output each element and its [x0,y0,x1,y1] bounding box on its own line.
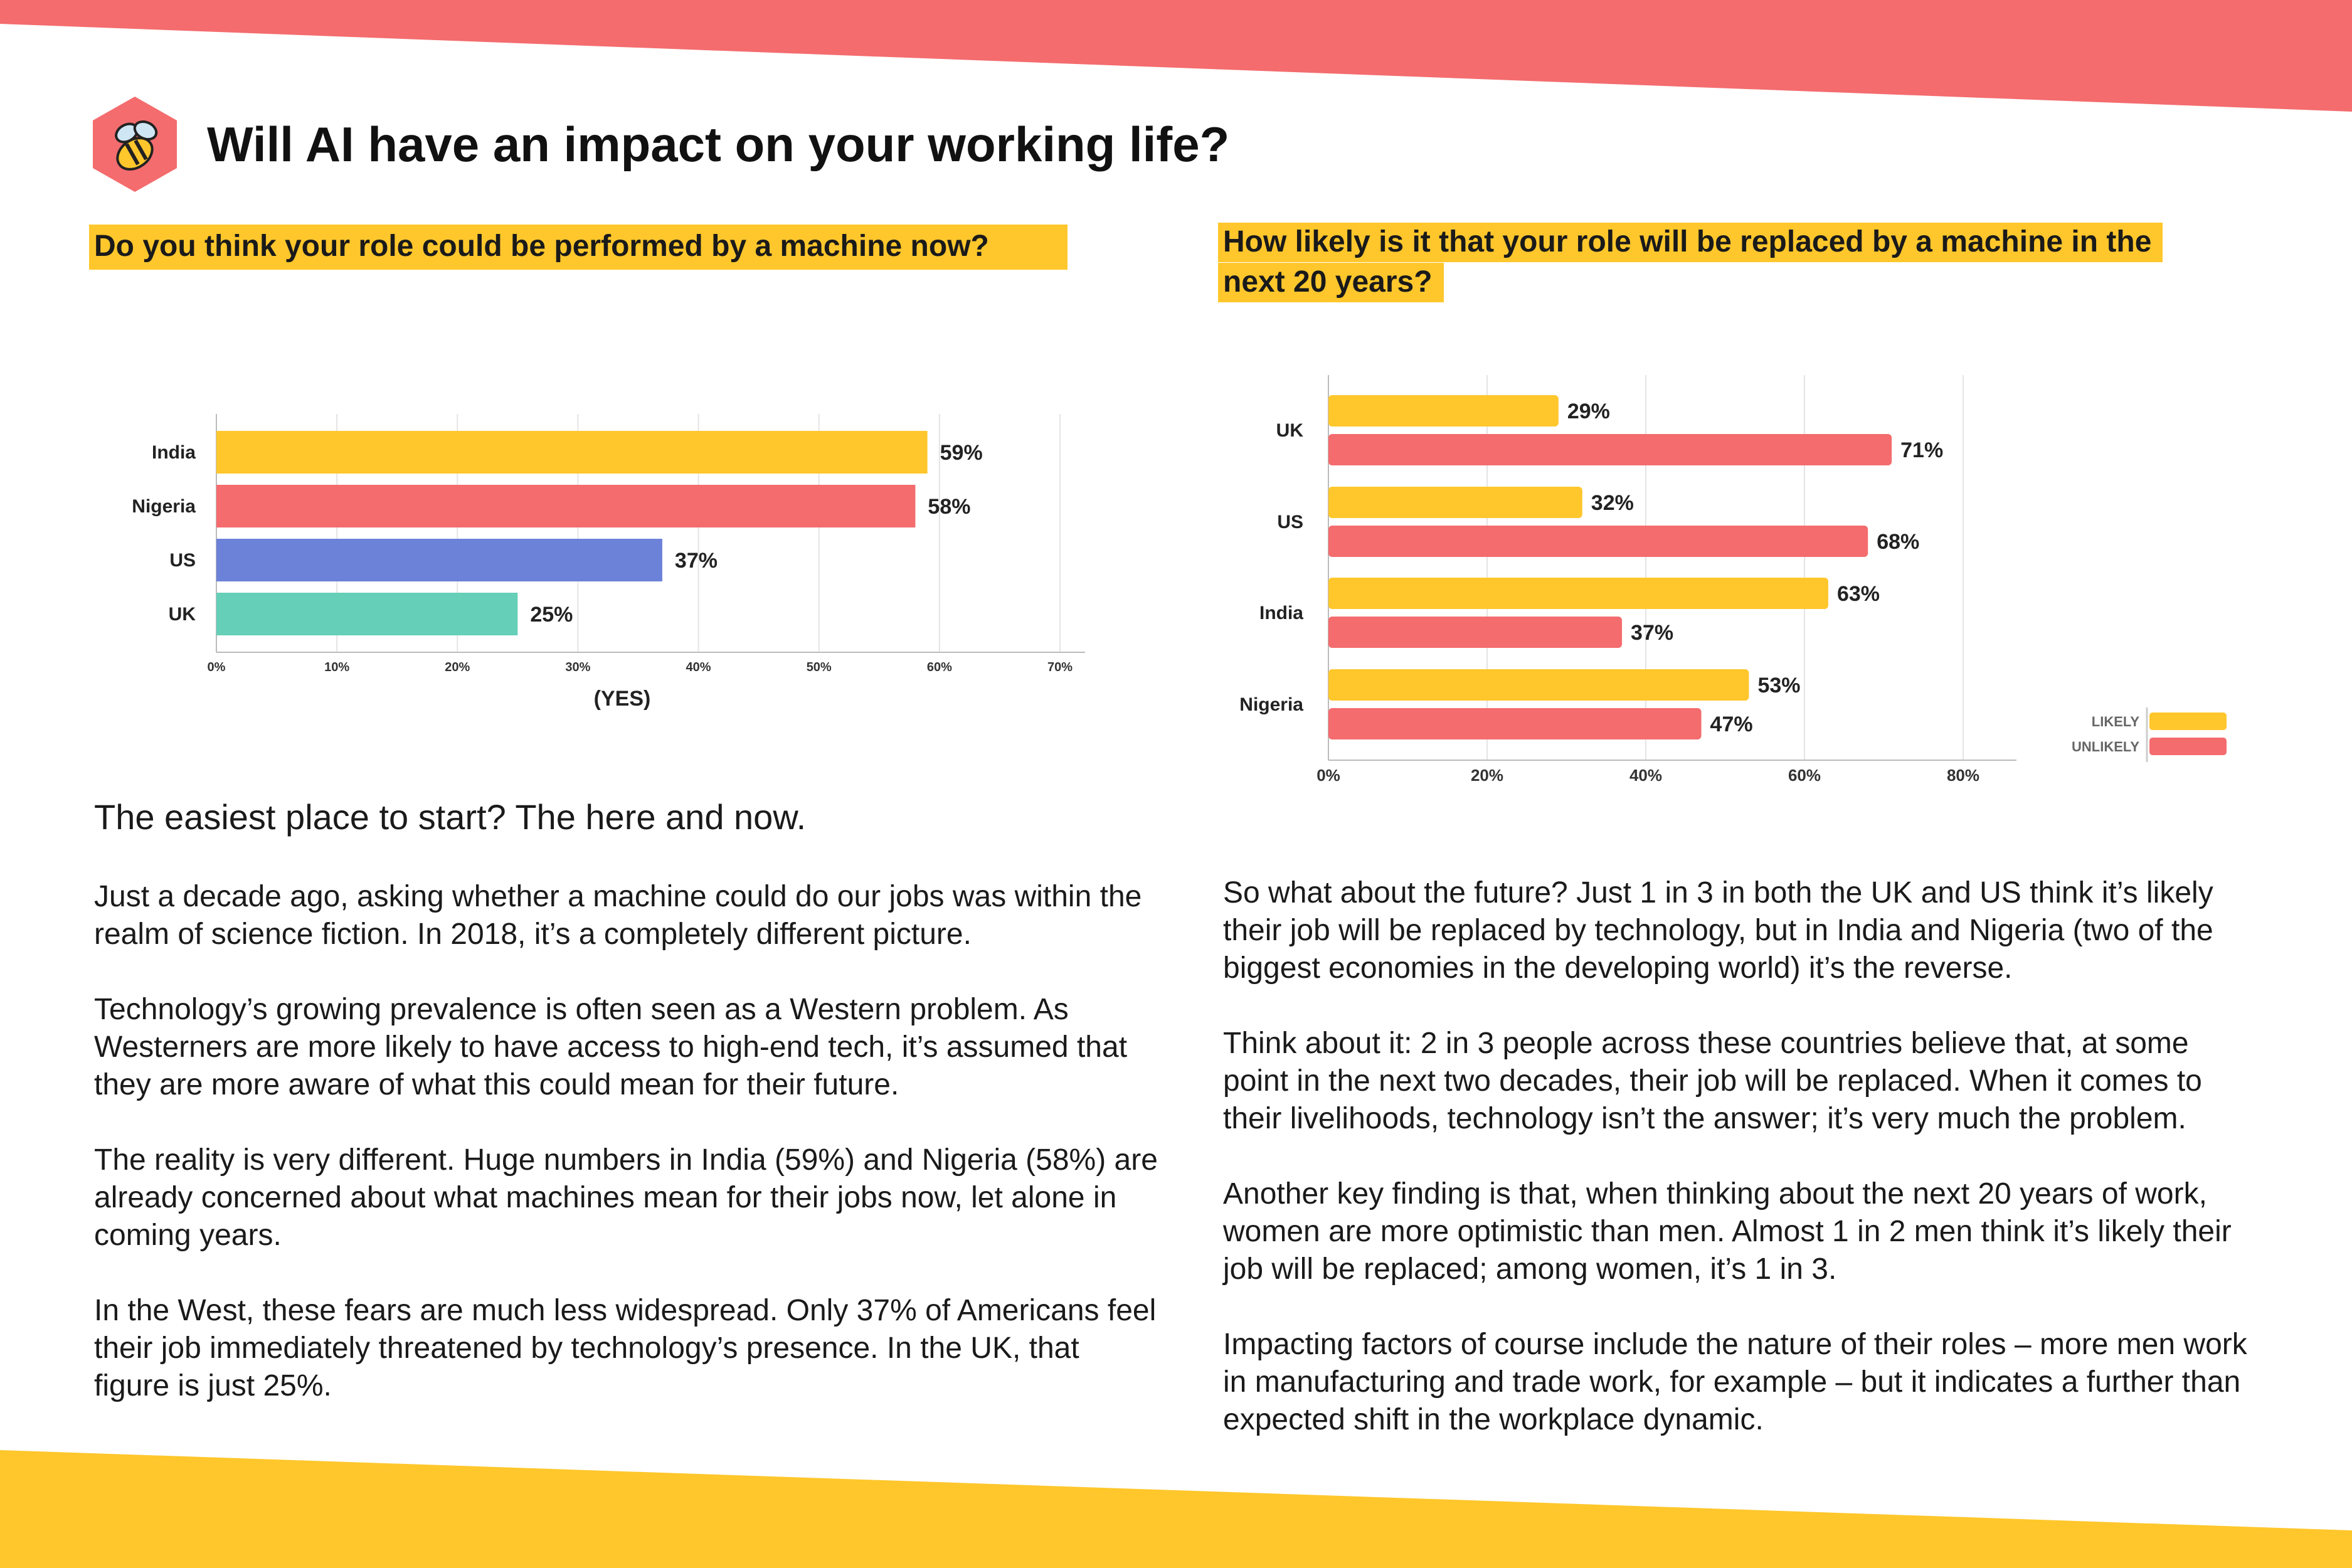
bar-likely [1328,395,1559,426]
x-tick-label: 40% [686,660,711,674]
right-paragraph: Think about it: 2 in 3 people across the… [1223,1027,2202,1135]
bar [216,539,662,581]
left-paragraph: Technology’s growing prevalence is often… [94,993,1128,1101]
left-question-label: Do you think your role could be performe… [89,225,1067,270]
value-label: 68% [1877,530,1919,554]
top-coral-band [0,0,2352,112]
bar-unlikely [1328,434,1892,465]
right-paragraph: Impacting factors of course include the … [1223,1328,2247,1436]
value-label: 37% [675,549,718,573]
x-tick-label: 70% [1047,660,1073,674]
category-label: UK [1276,420,1304,441]
bar-unlikely [1328,708,1702,739]
bottom-yellow-band [0,1450,2352,1568]
left-subheading: The easiest place to start? The here and… [94,797,807,837]
category-label: UK [169,604,196,625]
page-header: Will AI have an impact on your working l… [88,94,1229,194]
bar-unlikely [1328,526,1868,557]
x-tick-label: 40% [1629,766,1662,785]
x-axis-title: (YES) [594,687,651,711]
category-label: India [152,442,196,463]
bee-icon [93,97,177,192]
x-tick-label: 50% [807,660,832,674]
value-label: 53% [1757,674,1800,697]
right-paragraph: So what about the future? Just 1 in 3 in… [1223,876,2213,985]
bar [216,485,916,527]
page-title: Will AI have an impact on your working l… [207,116,1230,172]
value-label: 32% [1591,491,1634,515]
left-body: Just a decade ago, asking whether a mach… [94,878,1160,1443]
category-label: US [1277,512,1303,532]
bar-likely [1328,487,1582,518]
value-label: 29% [1567,400,1610,423]
category-label: India [1259,603,1303,623]
bar-likely [1328,578,1828,609]
category-label: Nigeria [1239,694,1303,715]
right-body: So what about the future? Just 1 in 3 in… [1223,874,2258,1476]
value-label: 37% [1631,621,1673,645]
x-tick-label: 0% [1316,766,1340,785]
x-tick-label: 60% [927,660,952,674]
x-tick-label: 20% [445,660,470,674]
legend-label: LIKELY [2092,714,2140,729]
value-label: 63% [1837,582,1880,606]
category-label: US [169,550,196,571]
x-tick-label: 60% [1788,766,1821,785]
value-label: 25% [530,603,573,627]
legend-label: UNLIKELY [2072,739,2139,755]
value-label: 58% [928,495,970,519]
legend-swatch [2149,738,2227,755]
x-tick-label: 0% [208,660,226,674]
left-paragraph: The reality is very different. Huge numb… [94,1143,1158,1252]
x-tick-label: 10% [324,660,349,674]
left-paragraph: In the West, these fears are much less w… [94,1294,1157,1402]
left-question-text: Do you think your role could be performe… [94,230,989,263]
x-tick-label: 20% [1471,766,1503,785]
value-label: 59% [940,441,983,465]
bar-unlikely [1328,617,1623,648]
bar [216,593,518,635]
left-paragraph: Just a decade ago, asking whether a mach… [94,880,1142,951]
bar [216,431,928,474]
x-tick-label: 80% [1947,766,1979,785]
value-label: 47% [1710,712,1753,736]
legend-swatch [2149,712,2227,730]
value-label: 71% [1900,438,1943,462]
right-paragraph: Another key finding is that, when thinki… [1223,1177,2232,1286]
category-label: Nigeria [132,496,196,517]
right-question-label: How likely is it that your role will be … [1218,222,2222,302]
bar-likely [1328,669,1749,701]
x-tick-label: 30% [565,660,590,674]
